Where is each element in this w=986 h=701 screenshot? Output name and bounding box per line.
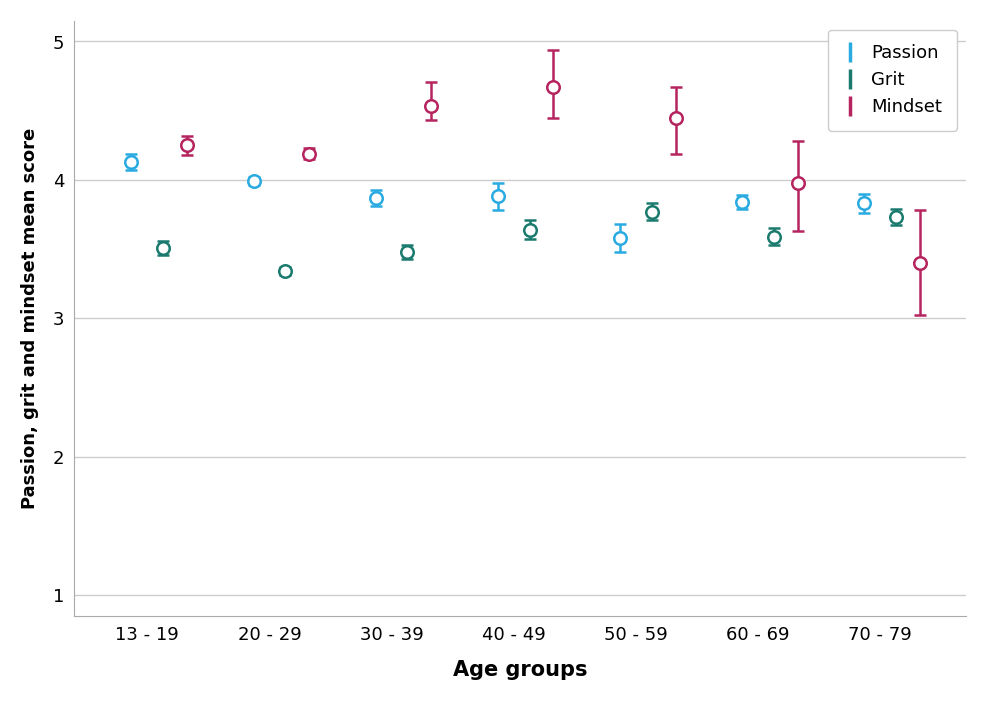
Legend: Passion, Grit, Mindset: Passion, Grit, Mindset: [827, 30, 956, 131]
X-axis label: Age groups: Age groups: [453, 660, 587, 680]
Y-axis label: Passion, grit and mindset mean score: Passion, grit and mindset mean score: [21, 128, 38, 509]
